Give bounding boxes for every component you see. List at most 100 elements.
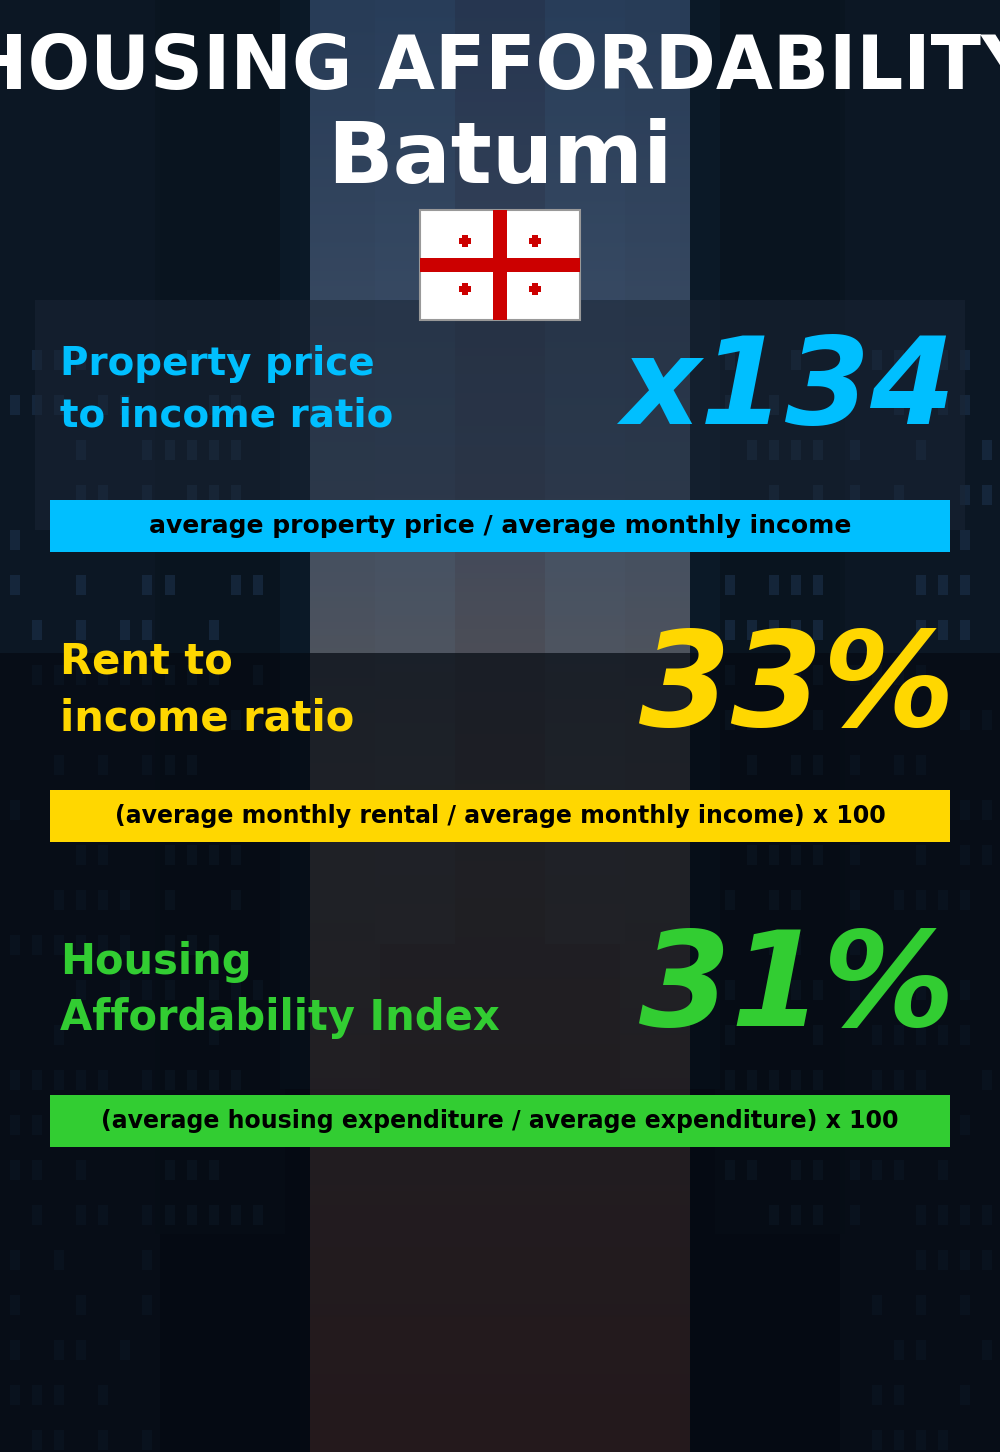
Bar — [0, 0, 160, 1452]
Bar — [747, 440, 757, 460]
Bar — [120, 620, 130, 640]
Bar — [165, 1205, 175, 1225]
Bar — [725, 1115, 735, 1135]
Bar — [960, 845, 970, 865]
Bar — [938, 575, 948, 595]
Bar — [10, 575, 20, 595]
Bar — [894, 665, 904, 685]
Bar — [813, 980, 823, 1000]
Text: Batumi: Batumi — [327, 119, 673, 202]
Bar — [76, 1295, 86, 1316]
Bar — [850, 665, 860, 685]
Bar — [98, 395, 108, 415]
Bar — [209, 935, 219, 955]
Bar — [769, 575, 779, 595]
Bar — [32, 665, 42, 685]
Bar — [54, 395, 64, 415]
Bar — [894, 1340, 904, 1361]
Text: 33%: 33% — [639, 626, 955, 754]
Bar — [10, 800, 20, 820]
Bar — [938, 620, 948, 640]
Bar — [231, 575, 241, 595]
Bar — [76, 845, 86, 865]
Bar — [76, 800, 86, 820]
Bar — [10, 1340, 20, 1361]
Bar — [54, 935, 64, 955]
Bar — [209, 845, 219, 865]
Bar — [420, 258, 580, 272]
Bar — [813, 710, 823, 730]
Bar — [960, 1385, 970, 1406]
Bar — [872, 1295, 882, 1316]
Bar — [894, 395, 904, 415]
Bar — [850, 1160, 860, 1180]
Bar — [165, 755, 175, 775]
Bar — [120, 890, 130, 910]
Bar — [813, 845, 823, 865]
Bar — [187, 845, 197, 865]
Bar — [142, 1430, 152, 1451]
Bar — [850, 845, 860, 865]
Bar — [187, 1115, 197, 1135]
Bar — [142, 665, 152, 685]
Bar — [813, 665, 823, 685]
Bar — [209, 1205, 219, 1225]
Bar — [747, 755, 757, 775]
Bar — [916, 1430, 926, 1451]
Bar — [32, 1160, 42, 1180]
Bar — [769, 845, 779, 865]
Bar — [54, 665, 64, 685]
Bar — [187, 1205, 197, 1225]
Bar — [850, 890, 860, 910]
Bar — [938, 1205, 948, 1225]
Bar — [54, 530, 64, 550]
Bar — [165, 1160, 175, 1180]
Bar — [459, 286, 471, 292]
Bar — [725, 980, 735, 1000]
Bar — [747, 1115, 757, 1135]
Bar — [840, 0, 1000, 1452]
Bar — [98, 800, 108, 820]
Bar — [813, 1160, 823, 1180]
Bar — [938, 890, 948, 910]
Bar — [98, 890, 108, 910]
Bar — [769, 935, 779, 955]
Bar — [253, 575, 263, 595]
Bar — [982, 1250, 992, 1270]
Bar — [120, 935, 130, 955]
Bar — [32, 1115, 42, 1135]
Bar — [32, 395, 42, 415]
Bar — [894, 1430, 904, 1451]
Bar — [769, 485, 779, 505]
Bar — [791, 440, 801, 460]
Bar — [120, 1340, 130, 1361]
Text: (average monthly rental / average monthly income) x 100: (average monthly rental / average monthl… — [115, 804, 885, 828]
Bar — [142, 575, 152, 595]
Bar — [165, 440, 175, 460]
Bar — [231, 440, 241, 460]
Bar — [813, 755, 823, 775]
Bar — [960, 890, 970, 910]
Bar — [791, 980, 801, 1000]
Bar — [813, 530, 823, 550]
Bar — [54, 350, 64, 370]
Bar — [253, 1115, 263, 1135]
Bar — [165, 980, 175, 1000]
Bar — [209, 710, 219, 730]
Bar — [76, 1340, 86, 1361]
Bar — [791, 575, 801, 595]
Bar — [872, 1160, 882, 1180]
Bar — [725, 575, 735, 595]
Bar — [960, 1025, 970, 1045]
Bar — [725, 350, 735, 370]
Bar — [791, 1070, 801, 1090]
Bar — [894, 890, 904, 910]
Bar — [493, 211, 507, 319]
Bar — [850, 1205, 860, 1225]
Bar — [747, 1070, 757, 1090]
Bar — [769, 395, 779, 415]
Bar — [850, 530, 860, 550]
Bar — [187, 440, 197, 460]
Bar — [98, 485, 108, 505]
Bar — [10, 1385, 20, 1406]
